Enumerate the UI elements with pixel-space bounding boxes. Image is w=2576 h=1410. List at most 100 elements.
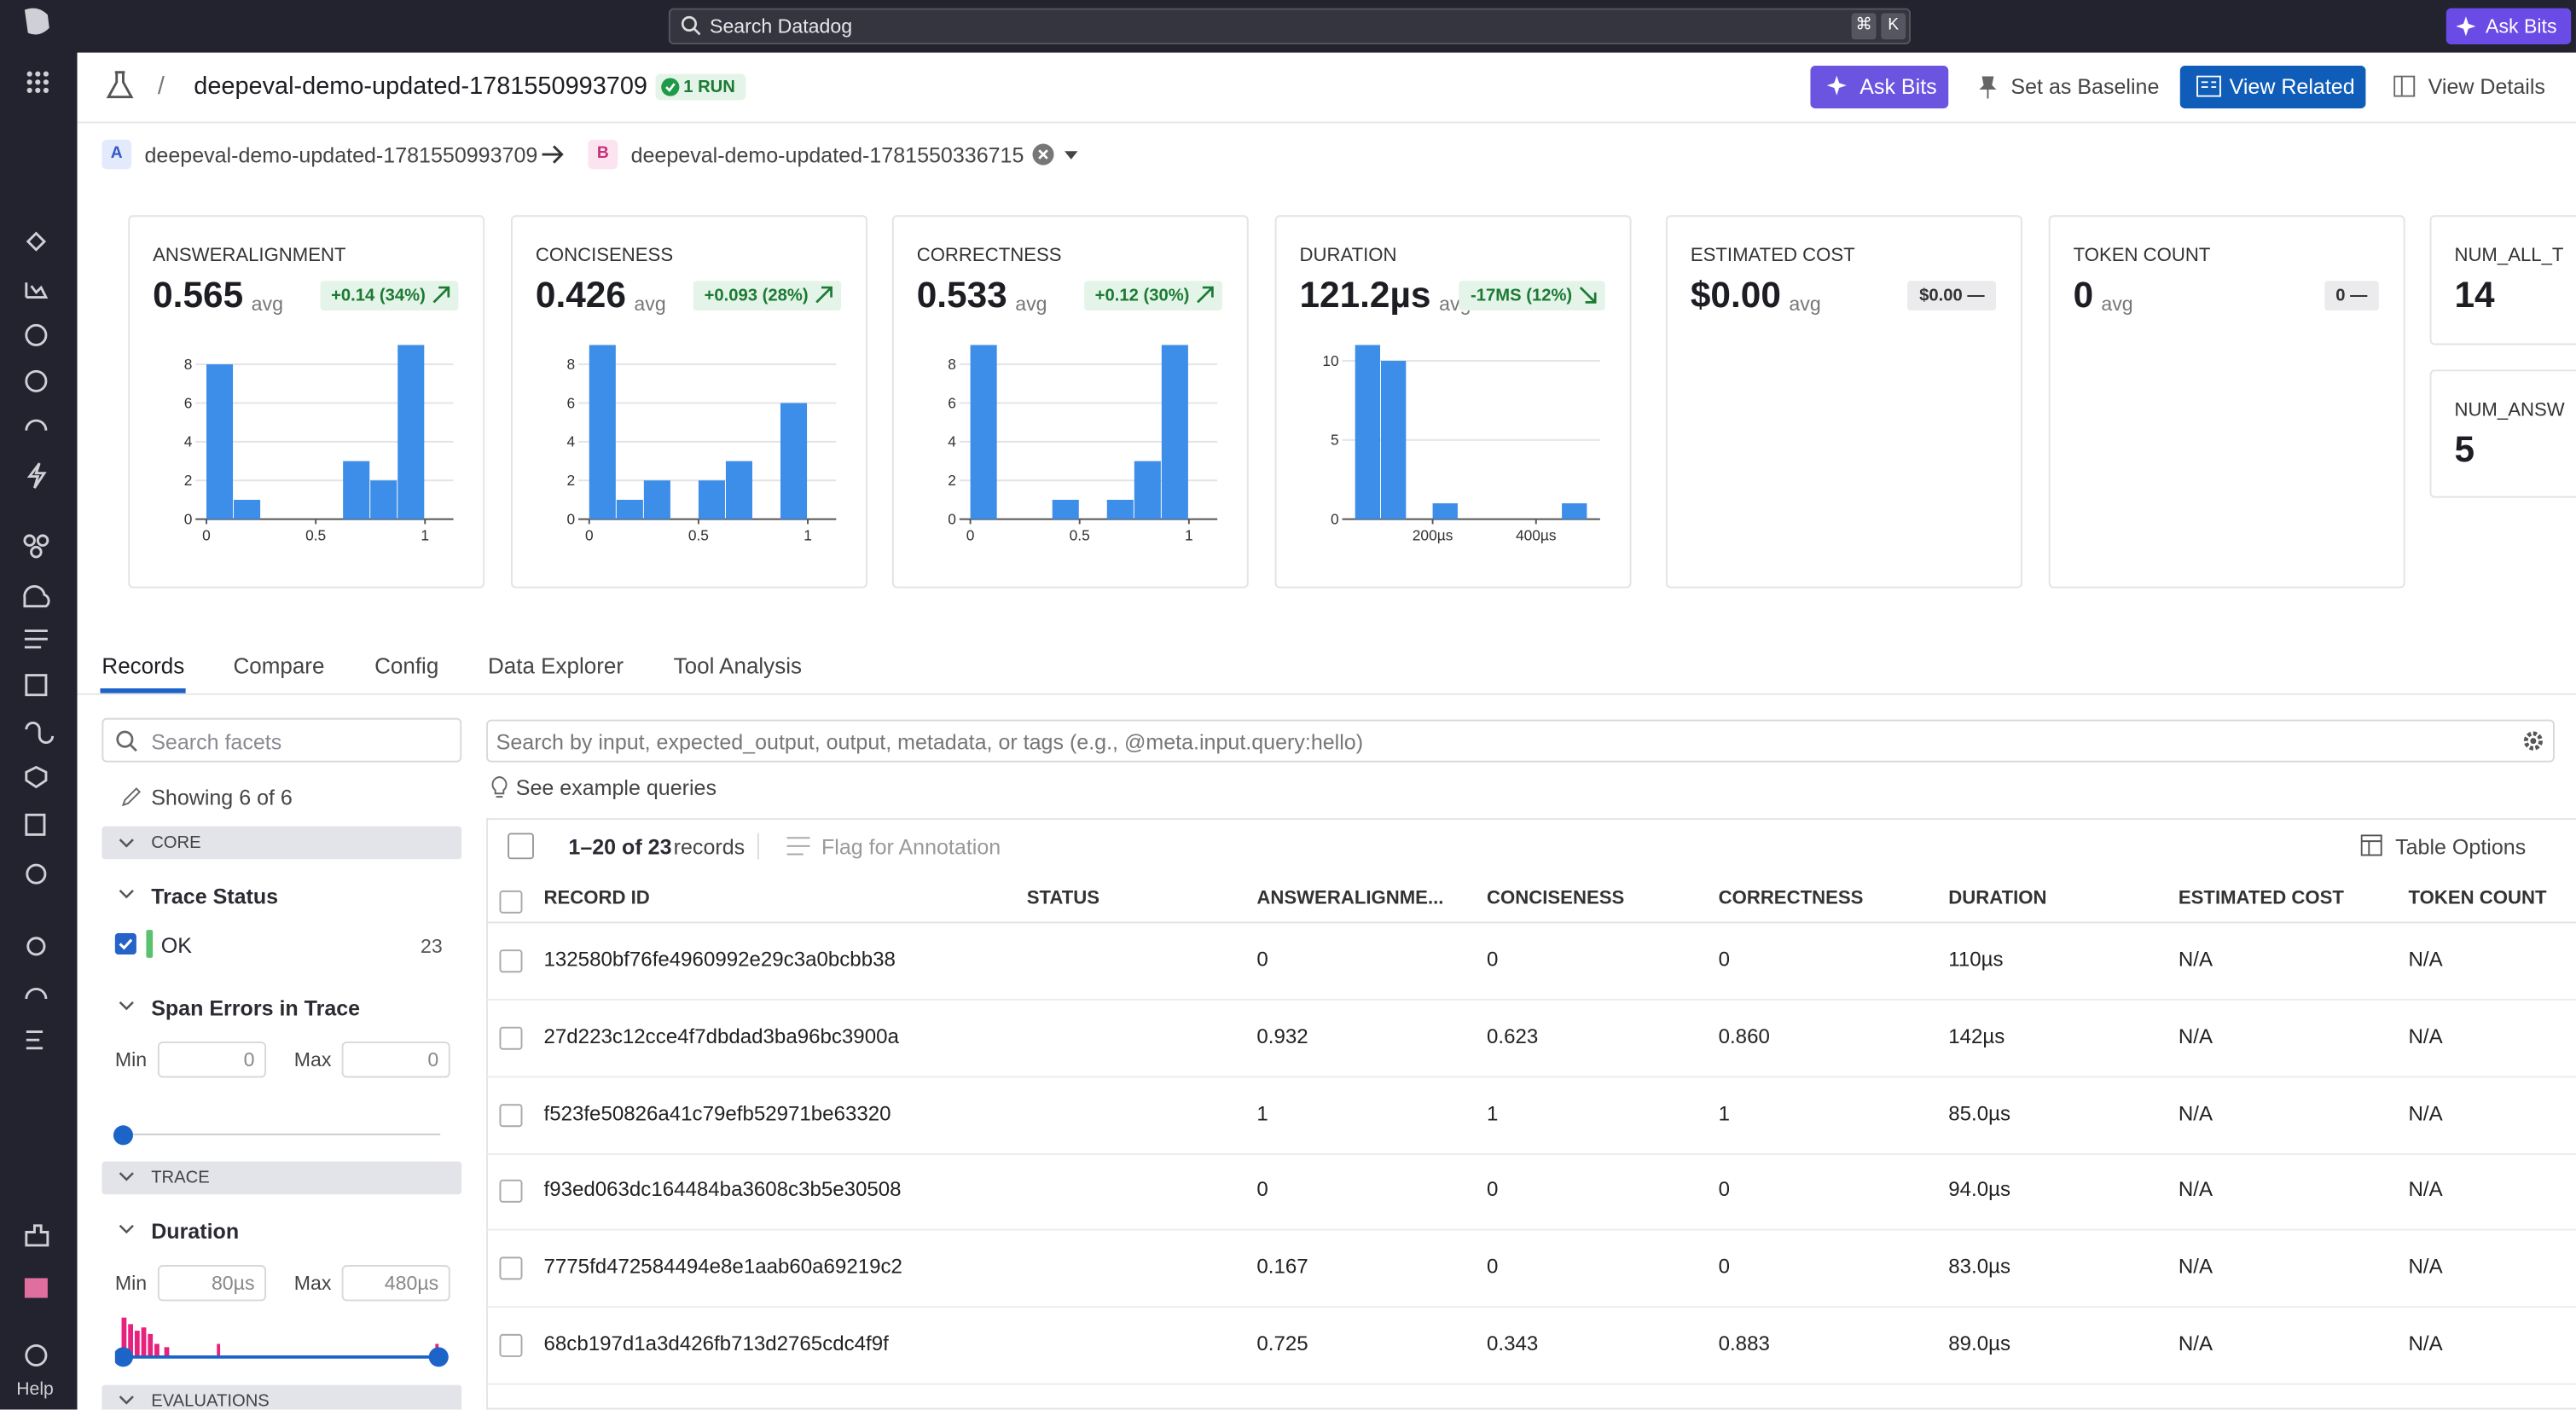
facet-title[interactable]: Span Errors in Trace xyxy=(151,995,361,1021)
view-related-button[interactable]: View Related xyxy=(2179,66,2366,109)
row-checkbox[interactable] xyxy=(499,1103,523,1127)
max-input[interactable]: 480µs xyxy=(341,1265,450,1302)
y-tick-label: 6 xyxy=(184,394,193,411)
y-tick-label: 4 xyxy=(566,433,575,450)
tab[interactable]: Records xyxy=(102,653,185,679)
tab[interactable]: Data Explorer xyxy=(488,653,624,679)
histogram: 0 2 4 6 8 0 0.5 1 xyxy=(184,345,454,544)
column-header[interactable]: ANSWERALIGNME... xyxy=(1256,888,1444,909)
table-cell: N/A xyxy=(2178,1101,2213,1125)
column-header[interactable]: CORRECTNESS xyxy=(1718,888,1864,909)
y-tick-label: 8 xyxy=(948,356,956,373)
table-cell: N/A xyxy=(2178,1024,2213,1048)
row-divider xyxy=(486,999,2576,1001)
metric-value: 0.533 xyxy=(916,274,1007,316)
bulb-icon xyxy=(491,776,508,798)
table-cell: 94.0µs xyxy=(1948,1178,2011,1202)
records-search[interactable] xyxy=(486,719,2555,763)
ask-bits-top[interactable]: Ask Bits xyxy=(2445,8,2572,45)
facet-search[interactable] xyxy=(102,717,462,763)
arrow-icon xyxy=(542,145,564,164)
trend-arrow xyxy=(1197,286,1214,304)
column-header[interactable]: STATUS xyxy=(1026,888,1100,909)
section-header[interactable] xyxy=(102,1161,462,1195)
example-queries-link[interactable]: See example queries xyxy=(515,775,717,800)
table-cell[interactable]: 132580bf76fe4960992e29c3a0bcbb38 xyxy=(543,948,896,972)
table-cell[interactable]: 7775fd472584494e8e1aab60a69219c2 xyxy=(543,1255,902,1279)
histogram-bar xyxy=(370,480,397,519)
shortcut-key: K xyxy=(1881,13,1906,40)
column-header[interactable]: RECORD ID xyxy=(543,888,650,909)
column-header[interactable]: ESTIMATED COST xyxy=(2178,888,2344,909)
run-b-tag[interactable]: B xyxy=(588,139,618,170)
run-b-name[interactable]: deepeval-demo-updated-1781550336715 xyxy=(630,142,1024,168)
facet-option[interactable]: OK xyxy=(160,932,192,958)
column-header[interactable]: DURATION xyxy=(1948,888,2047,909)
checkbox-checked[interactable] xyxy=(114,932,136,955)
histogram-bar xyxy=(1562,503,1587,519)
row-checkbox[interactable] xyxy=(499,1026,523,1050)
y-tick-label: 0 xyxy=(948,510,956,527)
table-cell[interactable]: 68cb197d1a3d426fb713d2765cdc4f9f xyxy=(543,1332,889,1355)
row-checkbox[interactable] xyxy=(499,1333,523,1357)
row-divider xyxy=(486,1229,2576,1232)
trend-arrow xyxy=(1579,287,1597,304)
table-cell: 0.860 xyxy=(1718,1024,1770,1048)
row-checkbox[interactable] xyxy=(499,1180,523,1204)
y-tick-label: 10 xyxy=(1322,352,1338,369)
histogram-bar xyxy=(1380,361,1407,519)
view-details-button[interactable]: View Details xyxy=(2428,73,2545,99)
max-input[interactable]: 0 xyxy=(341,1042,450,1078)
slider-handle[interactable] xyxy=(113,1125,134,1146)
histogram-bar xyxy=(725,461,752,519)
tab[interactable]: Tool Analysis xyxy=(673,653,802,679)
tab[interactable]: Compare xyxy=(233,653,325,679)
tab[interactable]: Config xyxy=(374,653,439,679)
table-cell[interactable]: 27d223c12cce4f7dbdad3ba96bc3900a xyxy=(543,1024,899,1048)
metric-value: 5 xyxy=(2454,428,2475,470)
metric-value: 0 xyxy=(2073,274,2094,316)
table-cell[interactable]: f523fe50826a41c79efb52971be63320 xyxy=(543,1101,891,1125)
help-label[interactable]: Help xyxy=(16,1379,54,1400)
clear-and-caret[interactable] xyxy=(1032,143,1082,166)
table-options-button[interactable]: Table Options xyxy=(2395,834,2527,860)
details-icon xyxy=(2393,75,2416,97)
row-checkbox[interactable] xyxy=(499,949,523,973)
x-tick-label: 0.5 xyxy=(1070,527,1090,544)
section-header[interactable] xyxy=(102,1384,462,1410)
facet-title[interactable]: Duration xyxy=(151,1219,240,1244)
table-cell: 0.623 xyxy=(1487,1024,1539,1048)
section-header[interactable] xyxy=(102,826,462,860)
histogram-bar xyxy=(589,345,616,519)
histogram-bar xyxy=(643,480,670,519)
collapse-button[interactable] xyxy=(508,833,534,860)
pencil-icon xyxy=(121,787,142,807)
flag-button[interactable]: Flag for Annotation xyxy=(821,834,1001,860)
table-cell[interactable]: f93ed063dc164484ba3608c3b5e30508 xyxy=(543,1178,902,1202)
table-cell: 0 xyxy=(1718,1255,1730,1279)
section-label: CORE xyxy=(151,833,201,853)
facet-showing[interactable]: Showing 6 of 6 xyxy=(151,785,293,810)
column-header[interactable]: CONCISENESS xyxy=(1487,888,1625,909)
metric-value: 0.426 xyxy=(535,274,626,316)
search-icon xyxy=(681,15,701,36)
facet-title[interactable]: Trace Status xyxy=(151,884,279,909)
row-checkbox[interactable] xyxy=(499,1256,523,1280)
collapse-carets xyxy=(119,838,134,1405)
metric-card: TOKEN COUNT 0 avg 0 — xyxy=(2048,215,2405,589)
metric-card: NUM_ANSW 5 xyxy=(2429,369,2576,498)
metric-delta: -17MS (12%) xyxy=(1459,281,1605,311)
check-icon xyxy=(661,78,680,96)
global-search[interactable] xyxy=(668,8,1911,45)
set-baseline-button[interactable]: Set as Baseline xyxy=(2010,73,2160,99)
min-input[interactable]: 0 xyxy=(157,1042,267,1078)
y-tick-label: 0 xyxy=(1331,510,1339,527)
min-input[interactable]: 80µs xyxy=(157,1265,267,1302)
table-cell: 83.0µs xyxy=(1948,1255,2011,1279)
breadcrumb-separator: / xyxy=(157,72,165,101)
ask-bits-button[interactable]: Ask Bits xyxy=(1810,66,1949,109)
settings-icon[interactable] xyxy=(2521,729,2544,752)
x-tick-label: 400µs xyxy=(1516,527,1557,544)
column-header[interactable]: TOKEN COUNT xyxy=(2408,888,2547,909)
header-checkbox[interactable] xyxy=(499,890,523,914)
